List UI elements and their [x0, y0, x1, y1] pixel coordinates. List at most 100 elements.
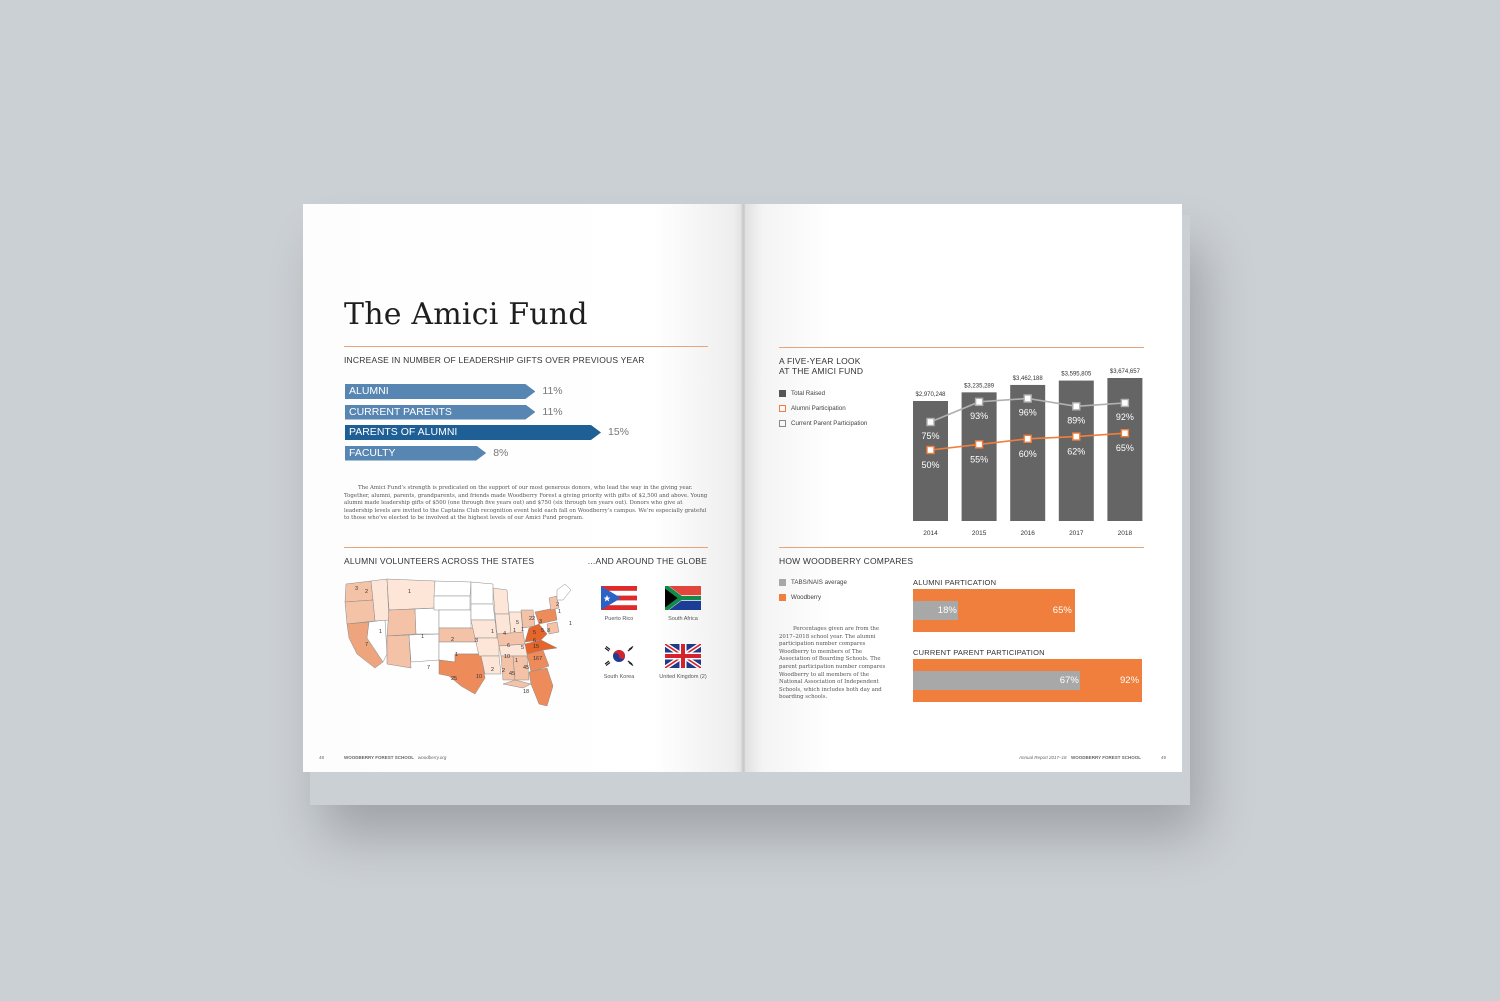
legend-alumni-swatch: [779, 405, 786, 412]
map-state: [534, 607, 558, 625]
map-state-count: 10: [476, 674, 482, 680]
gift-bar-alumni: ALUMNI: [345, 384, 535, 399]
year-tick-label: 2014: [923, 530, 938, 537]
map-state: [480, 655, 502, 675]
parent-participation-label: 89%: [1067, 415, 1085, 425]
title-rule: [344, 346, 708, 347]
map-state-count: 3: [355, 586, 358, 592]
parent-participation-point: [1072, 402, 1081, 411]
book-gutter: [741, 204, 746, 772]
total-raised-bar: [961, 392, 997, 521]
year-tick-label: 2015: [972, 530, 987, 537]
parent-participation-point: [926, 417, 935, 427]
map-state: [386, 634, 412, 669]
map-state: [492, 587, 510, 615]
south-korea-flag-icon: [601, 644, 637, 668]
south-korea-label: South Korea: [603, 674, 635, 680]
map-state-count: 1: [421, 634, 424, 640]
gift-bar-parents-of-alumni: PARENTS OF ALUMNI: [345, 425, 601, 440]
woodberry-value: 65%: [1052, 605, 1072, 616]
map-state: [524, 639, 558, 655]
legend-parent-swatch: [779, 420, 786, 427]
map-state-count: 1: [515, 658, 518, 664]
gift-bar-value: 8%: [493, 446, 509, 459]
parent-participation-point: [1023, 394, 1032, 403]
page-title: The Amici Fund: [344, 297, 588, 332]
legend-total-label: Total Raised: [791, 390, 826, 397]
tabs-nais-bar: [913, 601, 958, 620]
legend-total-swatch: [779, 390, 786, 397]
compare-rule: [779, 547, 1144, 548]
gift-bar-value: 11%: [542, 385, 563, 397]
legend-wfs-swatch: [779, 594, 786, 601]
south-africa-label: South Africa: [668, 616, 698, 622]
map-state-count: 1: [521, 627, 524, 633]
alumni-participation-label: 60%: [1019, 449, 1037, 459]
map-state-count: 7: [365, 642, 368, 648]
map-state-count: 1: [558, 609, 561, 615]
gifts-heading: INCREASE IN NUMBER OF LEADERSHIP GIFTS O…: [344, 355, 645, 365]
map-state-count: 25: [451, 676, 457, 682]
map-state: [344, 580, 374, 603]
total-raised-label: $3,462,188: [1013, 376, 1044, 382]
map-state: [502, 679, 532, 689]
legend-wfs-label: Woodberry: [791, 594, 822, 601]
map-state: [386, 608, 417, 637]
map-state-count: 15: [533, 644, 539, 650]
map-state-count: 167: [533, 656, 542, 662]
section-rule: [344, 547, 708, 548]
puerto-rico-flag-icon: [601, 586, 637, 610]
tabs-nais-value: 67%: [1059, 675, 1079, 686]
map-state-count: 1: [455, 652, 458, 658]
footer-school: WOODBERRY FOREST SCHOOL: [344, 755, 415, 760]
map-state: [438, 627, 476, 643]
total-raised-bar: [1010, 384, 1046, 521]
top-rule: [779, 347, 1144, 348]
map-state: [556, 583, 572, 601]
total-raised-label: $3,674,657: [1110, 369, 1141, 375]
woodberry-value: 92%: [1120, 675, 1140, 686]
five-year-heading-2: AT THE AMICI FUND: [779, 366, 864, 376]
tabs-nais-bar: [913, 671, 1080, 690]
map-state: [546, 621, 560, 635]
gift-bar-faculty: FACULTY: [345, 446, 486, 461]
map-state-count: 5: [533, 630, 536, 636]
map-state: [496, 631, 526, 647]
map-state: [433, 580, 472, 597]
alumni-participation-point: [1023, 434, 1032, 444]
compare-note: Percentages given are from the 2017–2018…: [779, 626, 886, 701]
footer-url: woodberry.org: [418, 755, 447, 760]
map-state-count: 6: [533, 638, 536, 644]
parent-participation-label: 75%: [921, 431, 939, 441]
parent-part-label: CURRENT PARENT PARTICIPATION: [913, 648, 1045, 657]
map-state-count: 2: [365, 589, 368, 595]
map-state-count: 22: [529, 616, 535, 622]
map-state-count: 5: [521, 645, 524, 651]
footer-page-number: 48: [319, 755, 325, 760]
map-state: [414, 607, 440, 635]
parent-participation-label: 93%: [970, 411, 988, 421]
footer-page-number-right: 49: [1161, 755, 1167, 760]
legend-parent-label: Current Parent Participation: [791, 420, 868, 427]
alumni-participation-label: 55%: [970, 454, 988, 464]
map-state-count: 1: [513, 628, 516, 634]
map-state: [524, 623, 548, 643]
globe-heading: ...AND AROUND THE GLOBE: [587, 556, 707, 566]
map-state-count: 4: [503, 631, 506, 637]
year-tick-label: 2017: [1069, 530, 1084, 537]
map-state-count: 45: [523, 665, 529, 671]
map-state-count: 8: [547, 628, 550, 634]
alumni-participation-point: [1072, 432, 1081, 441]
map-state-count: 2: [502, 668, 505, 674]
map-state-count: 1: [569, 621, 572, 627]
map-state-count: 10: [504, 654, 510, 660]
parent-participation-label: 92%: [1116, 412, 1134, 422]
map-state-count: 5: [541, 628, 544, 634]
map-state-count: 1: [491, 629, 494, 635]
alumni-participation-label: 62%: [1067, 447, 1085, 457]
compare-heading: HOW WOODBERRY COMPARES: [779, 556, 914, 566]
map-state-count: 2: [491, 667, 494, 673]
parent-participation-point: [1120, 398, 1130, 408]
united-kingdom-flag-icon: [665, 644, 701, 668]
